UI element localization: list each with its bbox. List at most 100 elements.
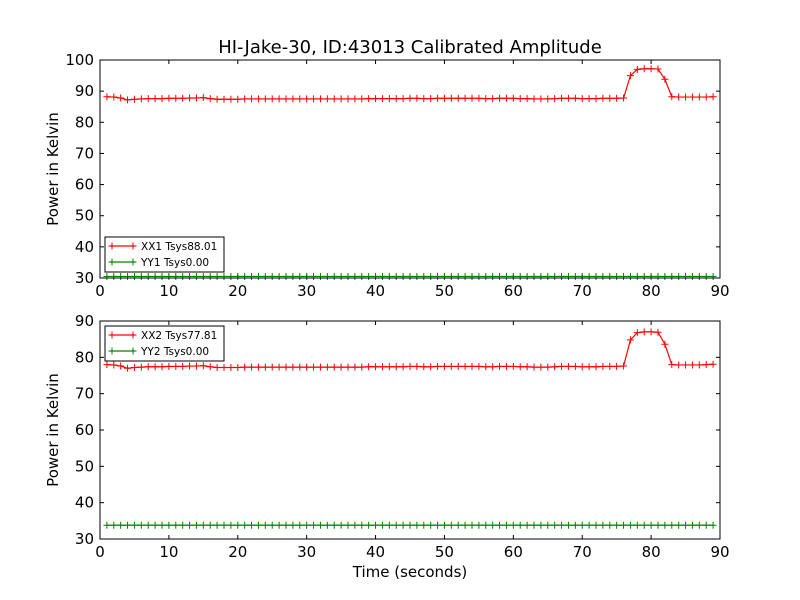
data-point xyxy=(682,361,690,369)
data-point xyxy=(344,95,352,103)
data-point xyxy=(206,521,214,529)
data-point xyxy=(117,272,125,280)
data-point xyxy=(668,521,676,529)
data-point xyxy=(282,95,290,103)
data-point xyxy=(599,362,607,370)
data-point xyxy=(330,272,338,280)
x-tick-label: 80 xyxy=(642,282,661,300)
data-point xyxy=(675,361,683,369)
data-point xyxy=(275,363,283,371)
y-tick-label: 30 xyxy=(75,269,94,287)
data-point xyxy=(599,272,607,280)
data-point xyxy=(372,521,380,529)
data-point xyxy=(289,272,297,280)
y-tick-label: 80 xyxy=(75,113,94,131)
data-point xyxy=(303,521,311,529)
data-point xyxy=(282,363,290,371)
data-point xyxy=(564,362,572,370)
x-tick-label: 0 xyxy=(95,543,105,561)
data-point xyxy=(192,521,200,529)
data-point xyxy=(440,94,448,102)
data-point xyxy=(654,328,662,336)
legend-label: YY1 Tsys0.00 xyxy=(140,257,209,269)
data-point xyxy=(385,363,393,371)
data-point xyxy=(482,272,490,280)
data-point xyxy=(688,272,696,280)
data-point xyxy=(475,362,483,370)
data-point xyxy=(640,328,648,336)
data-point xyxy=(213,95,221,103)
data-point xyxy=(316,521,324,529)
data-point xyxy=(420,521,428,529)
x-tick-label: 60 xyxy=(504,282,523,300)
data-point xyxy=(392,95,400,103)
data-point xyxy=(385,521,393,529)
data-point xyxy=(468,362,476,370)
data-point xyxy=(413,94,421,102)
data-point xyxy=(661,340,669,348)
data-point xyxy=(675,521,683,529)
data-point xyxy=(682,93,690,101)
data-point xyxy=(103,272,111,280)
data-point xyxy=(103,521,111,529)
data-point xyxy=(248,272,256,280)
legend-label: XX1 Tsys88.01 xyxy=(141,241,217,253)
data-point xyxy=(241,521,249,529)
data-point xyxy=(282,272,290,280)
data-point xyxy=(482,521,490,529)
data-point xyxy=(165,362,173,370)
data-point xyxy=(351,521,359,529)
data-point xyxy=(475,94,483,102)
data-point xyxy=(702,361,710,369)
data-point xyxy=(640,65,648,73)
data-point xyxy=(241,363,249,371)
data-point xyxy=(254,95,262,103)
data-point xyxy=(551,272,559,280)
data-point xyxy=(551,363,559,371)
data-point xyxy=(440,362,448,370)
data-point xyxy=(537,95,545,103)
data-point xyxy=(544,272,552,280)
data-point xyxy=(551,521,559,529)
data-point xyxy=(151,95,159,103)
data-point xyxy=(606,362,614,370)
data-point xyxy=(413,362,421,370)
data-point xyxy=(413,272,421,280)
data-point xyxy=(234,364,242,372)
data-point xyxy=(661,521,669,529)
data-point xyxy=(372,272,380,280)
data-point xyxy=(544,521,552,529)
data-point xyxy=(633,272,641,280)
data-point xyxy=(592,521,600,529)
data-point xyxy=(702,521,710,529)
data-point xyxy=(117,521,125,529)
data-point xyxy=(558,272,566,280)
data-point xyxy=(406,272,414,280)
data-point xyxy=(378,272,386,280)
x-axis-label: Time (seconds) xyxy=(352,563,468,581)
data-point xyxy=(372,363,380,371)
data-point xyxy=(144,363,152,371)
data-point xyxy=(372,95,380,103)
legend-marker xyxy=(108,331,116,339)
legend-label: XX2 Tsys77.81 xyxy=(141,330,217,342)
x-tick-label: 70 xyxy=(573,282,592,300)
axes-frame xyxy=(99,59,721,279)
data-point xyxy=(399,521,407,529)
data-point xyxy=(227,521,235,529)
legend-marker xyxy=(129,347,137,355)
data-point xyxy=(633,329,641,337)
data-point xyxy=(296,363,304,371)
data-point xyxy=(482,363,490,371)
data-point xyxy=(688,93,696,101)
data-point xyxy=(165,272,173,280)
data-point xyxy=(585,95,593,103)
data-point xyxy=(179,362,187,370)
data-point xyxy=(413,521,421,529)
data-point xyxy=(213,272,221,280)
data-point xyxy=(440,272,448,280)
data-point xyxy=(130,272,138,280)
legend-item: XX1 Tsys88.01 xyxy=(108,241,217,253)
data-point xyxy=(303,363,311,371)
data-point xyxy=(592,363,600,371)
